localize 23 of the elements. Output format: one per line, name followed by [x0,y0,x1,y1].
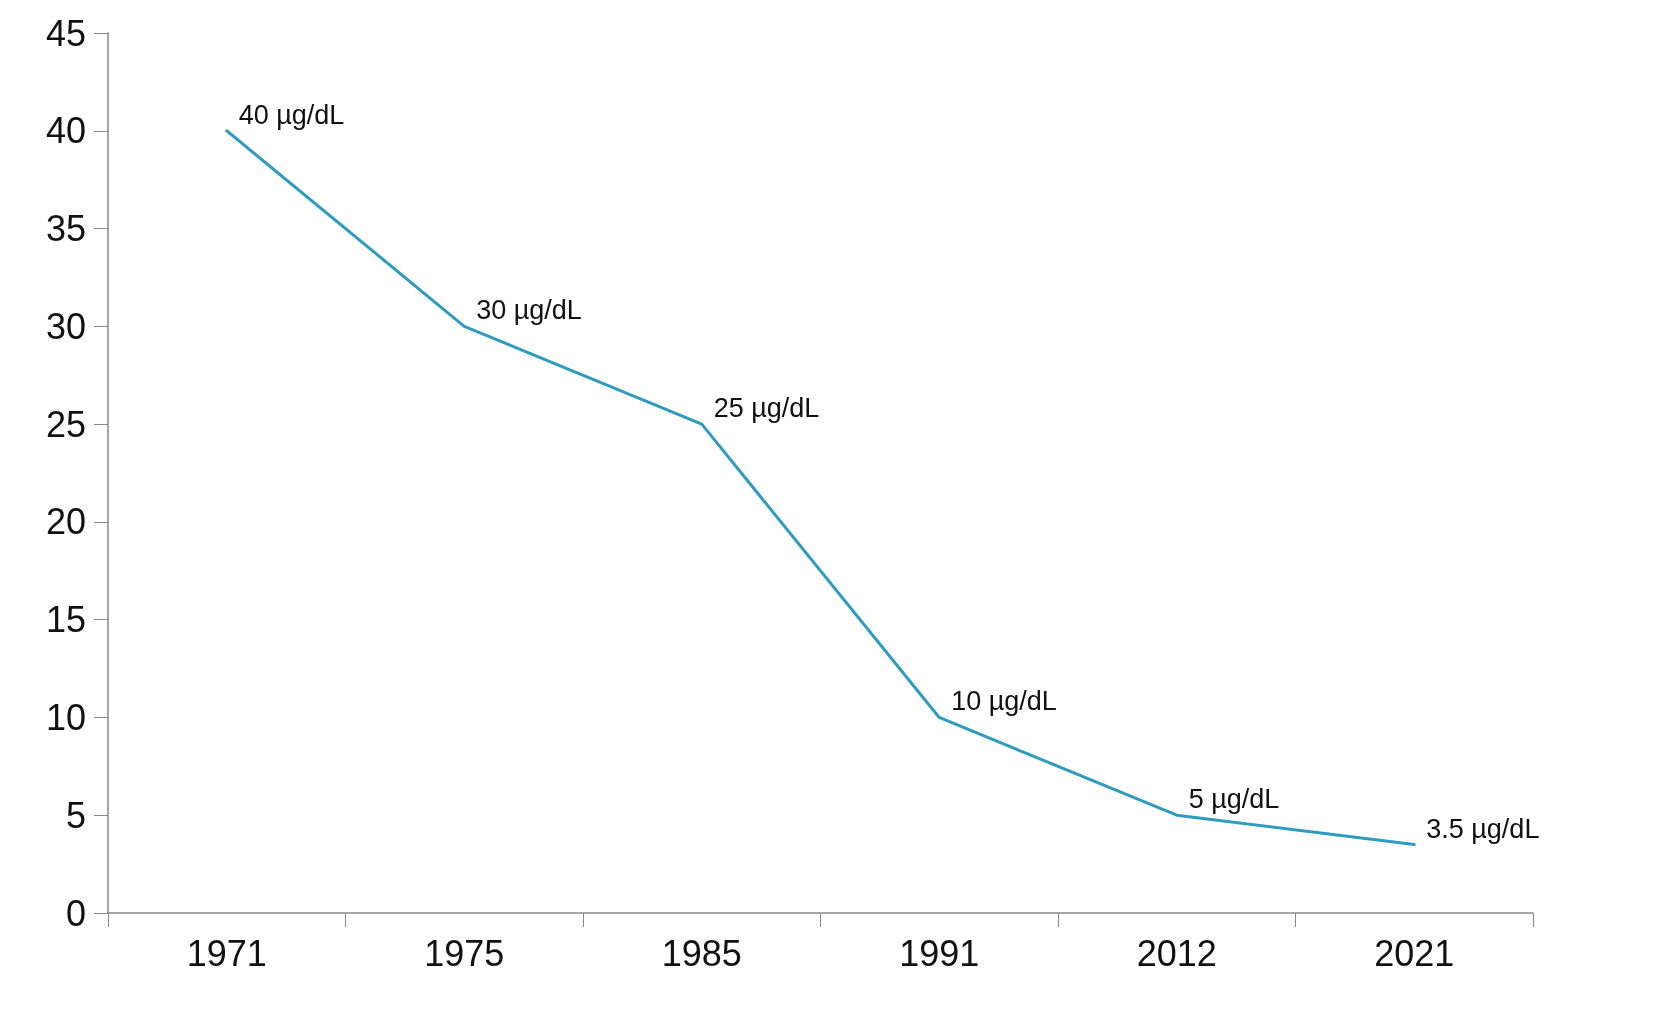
x-tick-label: 2012 [1136,932,1217,974]
data-label: 25 µg/dL [713,393,820,424]
x-tick-label: 1985 [661,932,742,974]
y-tick-label: 10 [45,696,86,738]
data-label: 5 µg/dL [1188,784,1280,815]
y-tick-label: 5 [65,794,86,836]
x-tick-label: 1991 [899,932,980,974]
y-tick-label: 45 [45,12,86,54]
data-label: 40 µg/dL [238,99,345,130]
y-tick-label: 20 [45,501,86,543]
y-tick-label: 15 [45,599,86,641]
y-tick-label: 0 [65,892,86,934]
data-label: 3.5 µg/dL [1426,813,1540,844]
y-tick-label: 30 [45,305,86,347]
y-tick-label: 40 [45,110,86,152]
line-series [225,129,1416,847]
y-tick-label: 25 [45,403,86,445]
data-label: 30 µg/dL [476,295,582,326]
data-label: 10 µg/dL [951,686,1057,717]
y-tick-label: 35 [45,208,86,250]
x-tick-label: 1971 [186,932,267,974]
x-tick-label: 2021 [1374,932,1455,974]
x-tick-label: 1975 [424,932,505,974]
